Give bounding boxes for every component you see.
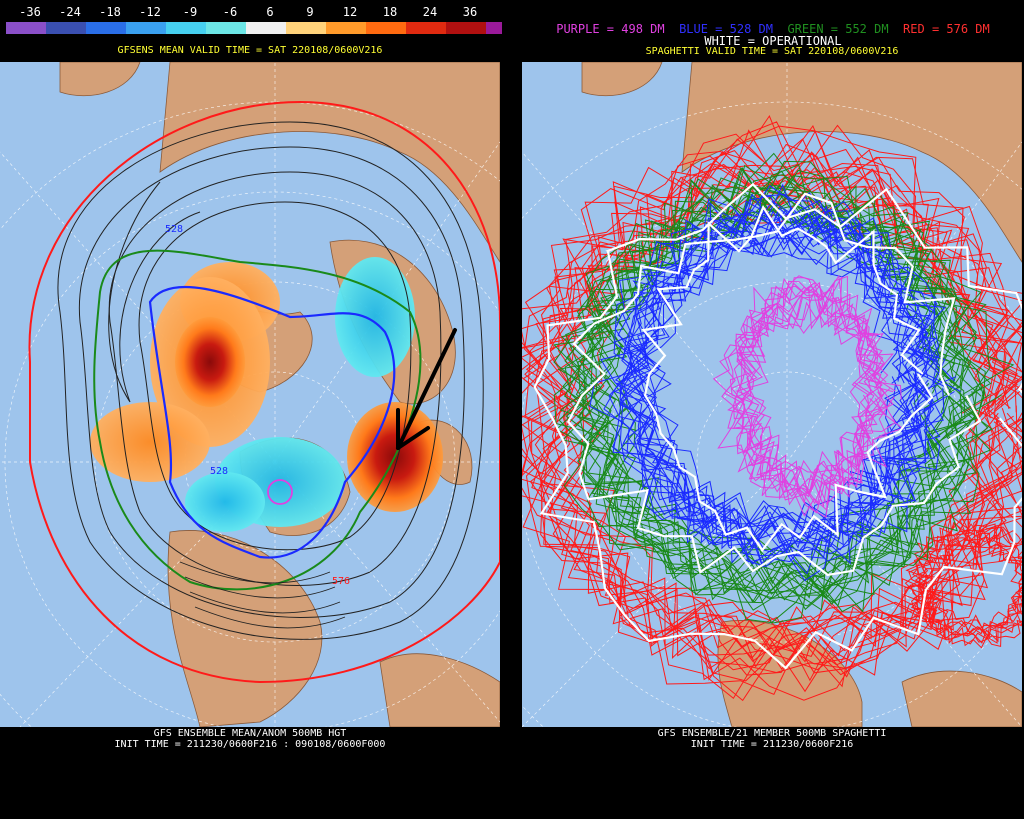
ensemble-mean-panel: -36 -24 -18 -12 -9 -6 6 9 12 18 24 36 48 GFSENS MEAN… xyxy=(0,0,502,819)
height-contours xyxy=(57,121,484,640)
spaghetti-panel: PURPLE = 498 DM BLUE = 528 DM GREEN = 55… xyxy=(522,0,1024,819)
colorbar-label: 24 xyxy=(422,5,438,19)
colorbar-label: 12 xyxy=(342,5,358,19)
footer-init-time: INIT TIME = 211230/0600F216 : 090108/060… xyxy=(114,739,386,750)
colorbar-swatch xyxy=(406,22,446,34)
spaghetti-member-line xyxy=(916,514,1022,633)
dense-contours xyxy=(179,561,346,629)
spaghetti-member-line xyxy=(905,521,1022,638)
spaghetti-member-line xyxy=(614,210,929,565)
contour-label: 528 xyxy=(210,466,228,477)
spaghetti-operational xyxy=(533,182,1022,670)
colorbar-label: -18 xyxy=(99,5,121,19)
spaghetti-member-line xyxy=(578,199,962,596)
mean-anomaly-map: 528 528 576 xyxy=(0,62,500,727)
colorbar-swatch xyxy=(206,22,246,34)
colorbar-label: 9 xyxy=(306,5,314,19)
spaghetti-member-line xyxy=(727,277,872,508)
colorbar-swatch xyxy=(126,22,166,34)
spaghetti-member-line xyxy=(910,536,1022,645)
colorbar-swatch xyxy=(246,22,286,34)
colorbar-label: -6 xyxy=(222,5,238,19)
spaghetti-member-line xyxy=(522,166,1014,665)
contour-576 xyxy=(28,100,500,684)
spaghetti-member-line xyxy=(534,129,1018,652)
spaghetti-member-line xyxy=(912,544,1022,649)
spaghetti-member-line xyxy=(577,170,987,599)
colorbar-swatch xyxy=(486,22,502,34)
annotation-arrow xyxy=(396,328,457,450)
spaghetti-member-line xyxy=(734,285,884,506)
colorbar-swatch xyxy=(326,22,366,34)
spaghetti-member-line xyxy=(620,239,924,547)
spaghetti-member-line xyxy=(531,176,1022,676)
colorbar-swatch xyxy=(86,22,126,34)
legend-white: WHITE = OPERATIONAL xyxy=(704,34,842,48)
land-masses xyxy=(581,62,1022,727)
spaghetti-member-line xyxy=(727,291,887,519)
spaghetti-member-line xyxy=(735,275,896,505)
legend-blue: BLUE = 528 DM xyxy=(679,22,773,36)
legend-green: GREEN = 552 DM xyxy=(787,22,889,36)
spaghetti-member-line xyxy=(619,205,943,582)
spaghetti-member-line xyxy=(557,184,989,611)
colorbar-swatch xyxy=(366,22,406,34)
colorbar-label: -24 xyxy=(59,5,81,19)
contour-552 xyxy=(93,249,422,591)
spaghetti-member-line xyxy=(566,192,982,577)
spaghetti-member-line xyxy=(612,195,924,553)
spaghetti-member-line xyxy=(619,209,955,556)
legend-purple: PURPLE = 498 DM xyxy=(556,22,665,36)
contour-498 xyxy=(267,479,293,505)
valid-time-label: SPAGHETTI VALID TIME = SAT 220108/0600V2… xyxy=(645,46,899,57)
spaghetti-member-line xyxy=(636,200,936,558)
colorbar-label: 18 xyxy=(382,5,398,19)
colorbar-swatch xyxy=(166,22,206,34)
colorbar-label: -36 xyxy=(19,5,41,19)
spaghetti-member-line xyxy=(721,275,879,493)
spaghetti-member-line xyxy=(733,277,887,494)
anomaly-shading xyxy=(90,257,443,532)
spaghetti-member-line xyxy=(904,530,1022,636)
valid-time-label: GFSENS MEAN VALID TIME = SAT 220108/0600… xyxy=(117,45,383,56)
contour-528 xyxy=(148,285,396,559)
contour-label: 576 xyxy=(332,576,350,587)
colorbar-label: 36 xyxy=(462,5,478,19)
spaghetti-member-line xyxy=(522,133,1022,700)
spaghetti-member-line xyxy=(522,125,1022,682)
colorbar-labels: -36 -24 -18 -12 -9 -6 6 9 12 18 24 36 48 xyxy=(6,5,501,19)
colorbar-swatch xyxy=(446,22,486,34)
colorbar-label: -9 xyxy=(182,5,198,19)
spaghetti-member-line xyxy=(534,179,1022,670)
colorbar-swatch xyxy=(46,22,86,34)
spaghetti-map xyxy=(522,62,1022,727)
colorbar-swatch xyxy=(286,22,326,34)
colorbar-label: 48 xyxy=(495,5,502,19)
spaghetti-member-line xyxy=(575,174,1015,613)
colorbar-label: -12 xyxy=(139,5,161,19)
anomaly-colorbar xyxy=(6,22,502,34)
spaghetti-member-line xyxy=(564,164,982,624)
spaghetti-legend: PURPLE = 498 DM BLUE = 528 DM GREEN = 55… xyxy=(522,22,1024,36)
spaghetti-member-line xyxy=(627,213,946,559)
spaghetti-member-line xyxy=(903,533,1022,640)
footer-title: GFS ENSEMBLE/21 MEMBER 500MB SPAGHETTI xyxy=(657,728,887,739)
contour-label: 528 xyxy=(165,224,183,235)
colorbar-swatch xyxy=(6,22,46,34)
spaghetti-member-line xyxy=(641,204,934,553)
footer-init-time: INIT TIME = 211230/0600F216 xyxy=(690,739,854,750)
spaghetti-purple-498 xyxy=(712,274,904,519)
colorbar-label: 6 xyxy=(266,5,274,19)
spaghetti-member-line xyxy=(553,190,1002,607)
legend-red: RED = 576 DM xyxy=(903,22,990,36)
footer-title: GFS ENSEMBLE MEAN/ANOM 500MB HGT xyxy=(153,728,347,739)
spaghetti-member-line xyxy=(533,182,1022,670)
